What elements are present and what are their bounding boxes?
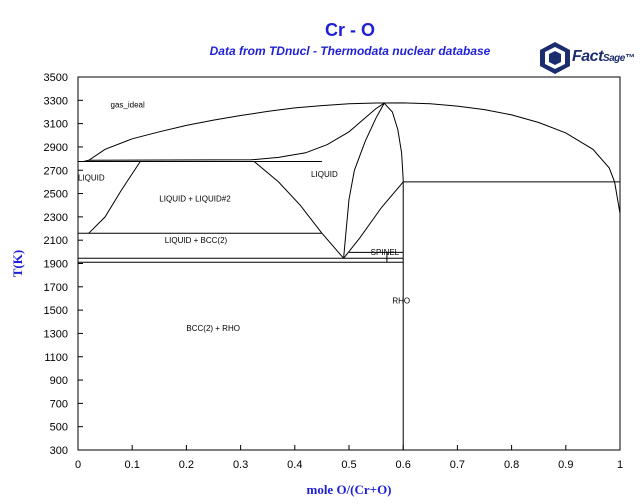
y-tick-label: 3500 <box>44 72 68 84</box>
region-label: LIQUID + LIQUID#2 <box>159 195 231 204</box>
y-tick-label: 1500 <box>44 305 68 317</box>
y-tick-label: 3100 <box>44 119 68 131</box>
y-tick-label: 3300 <box>44 95 68 107</box>
region-label: SPINEL <box>371 248 400 257</box>
y-tick-label: 1700 <box>44 282 68 294</box>
x-tick-label: 1 <box>617 459 623 471</box>
region-label: LIQUID <box>311 170 338 179</box>
x-tick-label: 0.8 <box>504 459 519 471</box>
region-label: LIQUID + BCC(2) <box>165 236 228 245</box>
factsage-logo: FactSage™ <box>538 40 635 76</box>
y-tick-label: 2300 <box>44 212 68 224</box>
phase-boundary-line <box>383 102 404 450</box>
phase-boundary-line <box>88 102 385 161</box>
phase-boundary-line <box>78 102 621 214</box>
y-tick-label: 2900 <box>44 142 68 154</box>
y-tick-label: 300 <box>50 445 68 457</box>
x-tick-label: 0.5 <box>341 459 356 471</box>
chart-title: Cr - O <box>324 20 375 40</box>
x-tick-label: 0.1 <box>125 459 140 471</box>
x-tick-label: 0.6 <box>396 459 411 471</box>
factsage-logo-icon <box>540 42 570 74</box>
x-tick-label: 0 <box>75 459 81 471</box>
factsage-logo-text: FactSage™ <box>572 48 635 65</box>
y-tick-label: 1900 <box>44 259 68 271</box>
y-tick-label: 900 <box>50 375 68 387</box>
region-label: LIQUID <box>78 174 105 183</box>
x-tick-label: 0.9 <box>558 459 573 471</box>
y-tick-label: 2500 <box>44 189 68 201</box>
y-axis-title: T(K) <box>10 250 25 277</box>
x-tick-label: 0.7 <box>450 459 465 471</box>
y-tick-label: 700 <box>50 398 68 410</box>
phase-boundary-line <box>88 161 141 234</box>
region-label: RHO <box>392 297 410 306</box>
x-tick-label: 0.2 <box>179 459 194 471</box>
y-tick-label: 1100 <box>44 352 68 364</box>
region-label: gas_ideal <box>111 100 145 109</box>
phase-boundary-line <box>343 102 385 259</box>
x-tick-label: 0.3 <box>233 459 248 471</box>
y-tick-label: 2700 <box>44 165 68 177</box>
phase-boundary-line <box>321 232 344 259</box>
phase-boundary-line <box>343 181 404 259</box>
y-tick-label: 2100 <box>44 235 68 247</box>
x-axis-title: mole O/(Cr+O) <box>306 482 391 497</box>
plot-frame <box>77 76 621 451</box>
region-label: BCC(2) + RHO <box>186 324 240 333</box>
y-tick-label: 1300 <box>44 328 68 340</box>
chart-subtitle: Data from TDnucl - Thermodata nuclear da… <box>209 44 491 58</box>
y-tick-label: 500 <box>50 422 68 434</box>
phase-boundary-line <box>253 161 323 234</box>
x-tick-label: 0.4 <box>287 459 302 471</box>
